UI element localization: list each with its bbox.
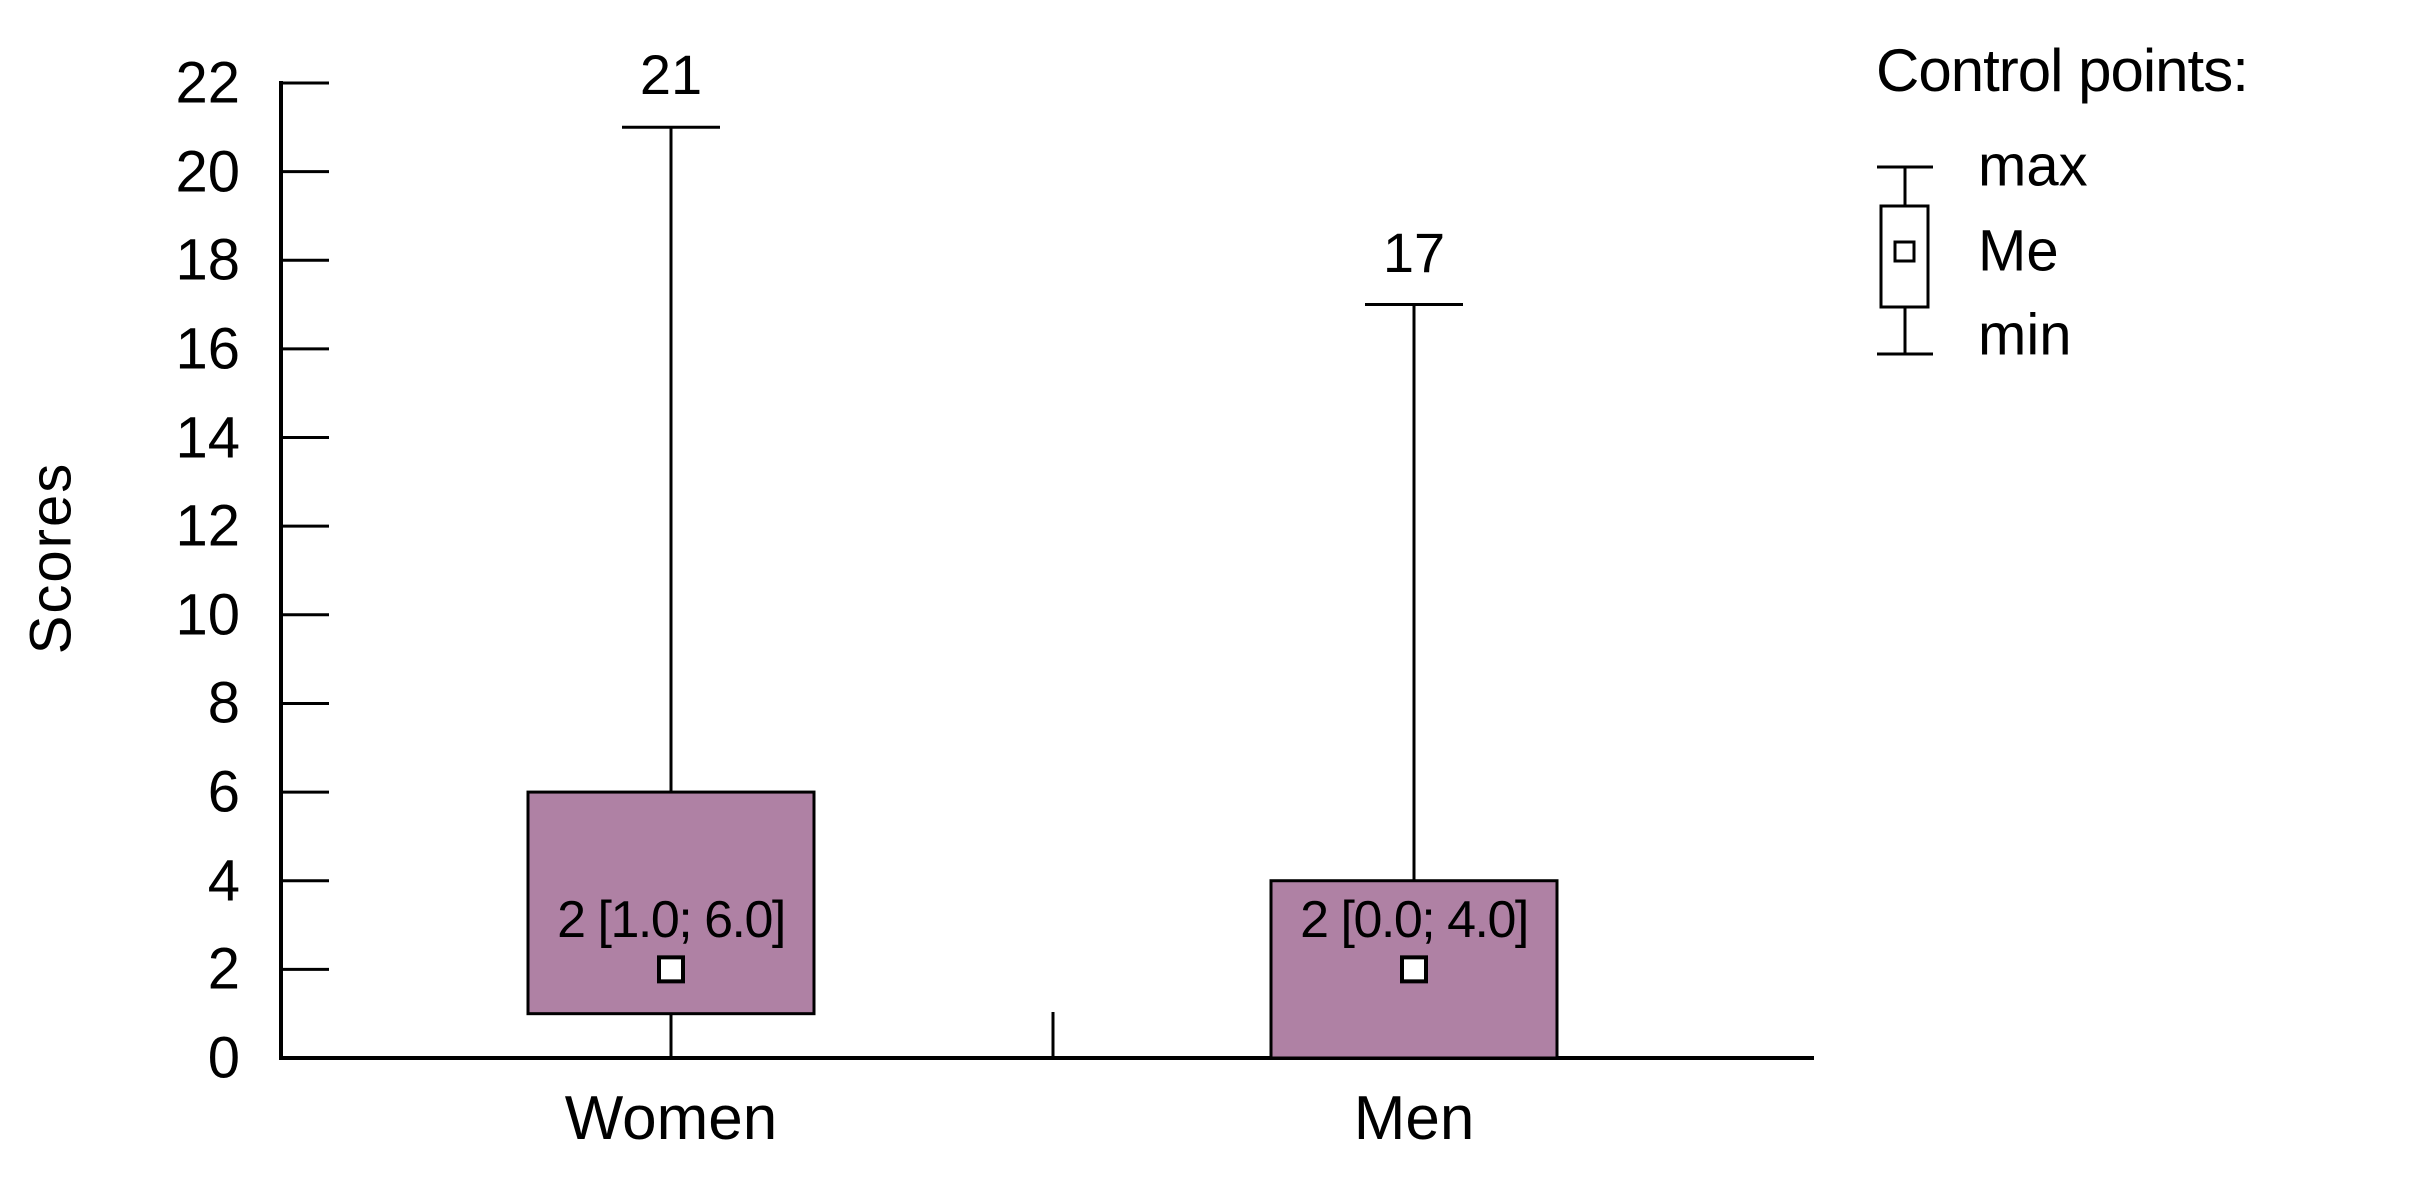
y-tick-label: 18 [175,227,240,293]
legend-title: Control points: [1876,37,2249,104]
y-tick-label: 0 [207,1025,240,1091]
y-tick-label: 20 [175,139,240,205]
box-annotation: 2 [0.0; 4.0] [1300,891,1529,949]
y-tick-label: 4 [207,848,240,914]
median-marker [657,955,685,984]
max-value-label: 17 [1382,220,1446,284]
y-tick-label: 6 [207,759,240,825]
y-tick-label: 16 [175,316,240,382]
category-label: Women [564,1084,778,1153]
y-tick-label: 8 [207,670,240,736]
y-tick-label: 14 [175,405,240,471]
median-marker [1400,955,1428,984]
y-tick-label: 10 [175,582,240,648]
legend-item-min: min [1978,302,2072,368]
y-tick-label: 12 [175,493,240,559]
max-value-label: 21 [639,43,703,107]
legend-item-me: Me [1978,218,2059,284]
legend-boxplot-glyph-icon [1877,165,1933,356]
box-annotation: 2 [1.0; 6.0] [557,891,786,949]
y-tick-label: 22 [175,50,240,116]
legend-item-max: max [1978,133,2088,199]
y-tick-label: 2 [207,936,240,1002]
y-axis-title: Scores [18,461,84,655]
category-label: Men [1353,1084,1475,1153]
